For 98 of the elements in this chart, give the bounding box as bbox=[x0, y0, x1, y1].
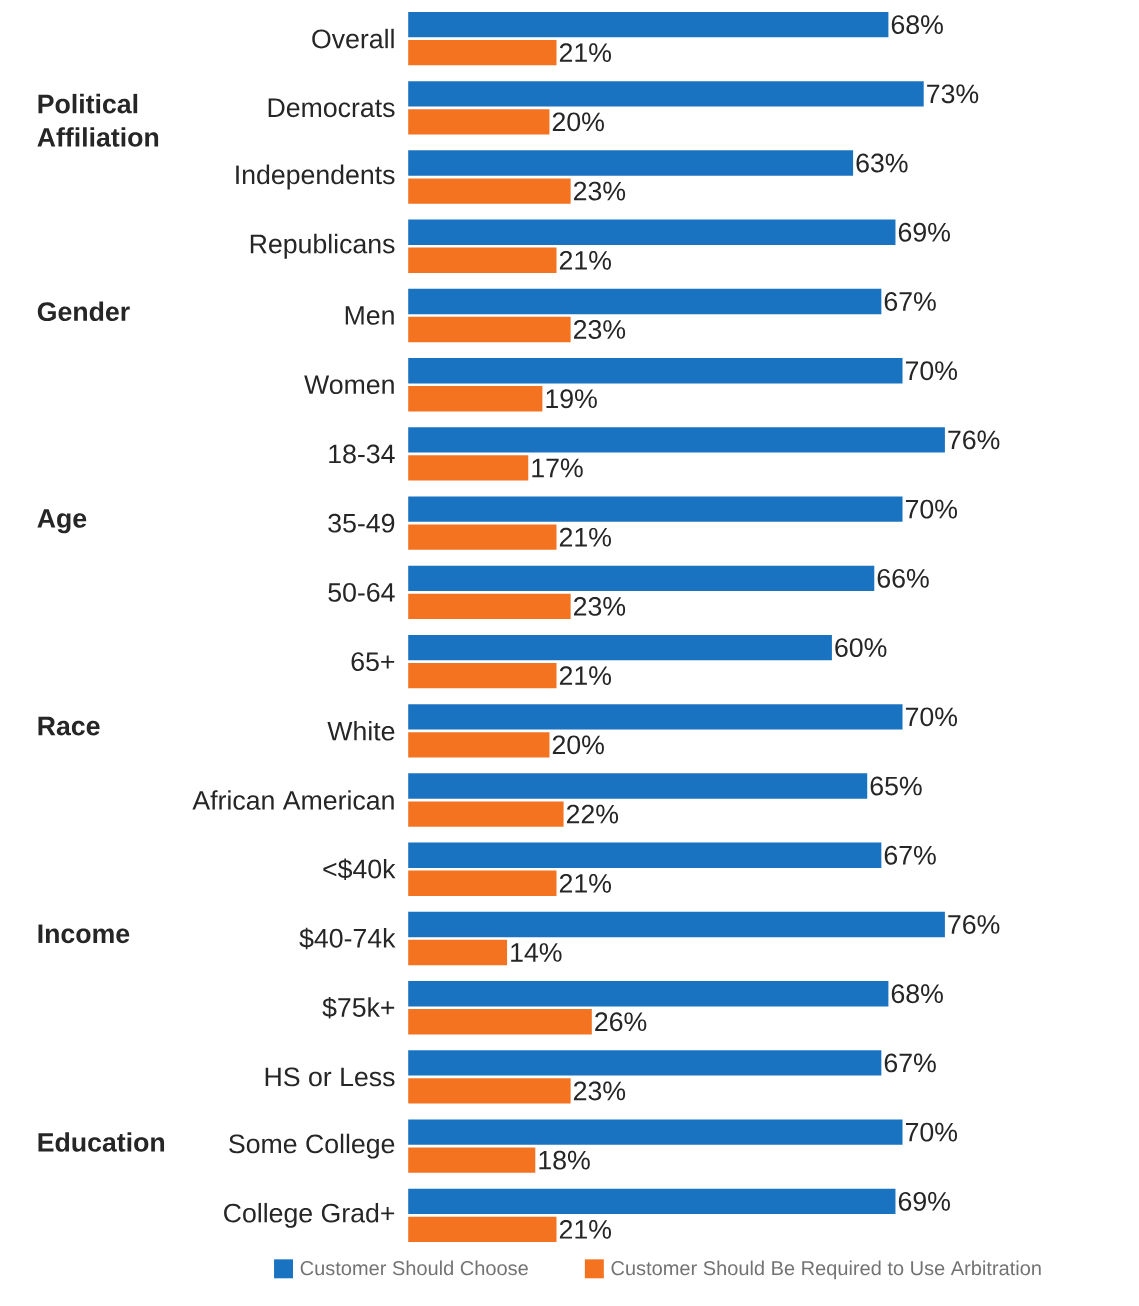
bar bbox=[408, 634, 832, 661]
data-label: 66% bbox=[877, 568, 929, 588]
bar bbox=[408, 911, 945, 938]
y-tick-label: $40-74k bbox=[299, 927, 396, 950]
data-label: 23% bbox=[573, 320, 625, 339]
y-tick-label: White bbox=[327, 721, 395, 741]
data-label: 69% bbox=[898, 1191, 950, 1211]
bar bbox=[408, 773, 868, 799]
data-label: 23% bbox=[573, 1081, 625, 1101]
y-tick-label: <$40k bbox=[323, 858, 396, 881]
data-label: 21% bbox=[559, 527, 611, 547]
bar bbox=[408, 1009, 592, 1035]
bar bbox=[408, 219, 896, 245]
bar bbox=[408, 524, 557, 550]
data-label: 26% bbox=[595, 1012, 647, 1032]
bar bbox=[408, 870, 557, 896]
legend-label: Customer Should Be Required to Use Arbitration bbox=[611, 1260, 1041, 1280]
data-label: 73% bbox=[927, 84, 979, 104]
bar bbox=[408, 386, 543, 412]
bar bbox=[408, 981, 889, 1007]
data-label: 65% bbox=[870, 776, 922, 796]
data-label: 22% bbox=[566, 804, 618, 824]
data-label: 21% bbox=[559, 250, 611, 270]
bar bbox=[408, 1050, 882, 1076]
text: Income bbox=[38, 924, 130, 944]
bar bbox=[408, 1078, 571, 1104]
y-tick-label: College Grad+ bbox=[223, 1202, 394, 1228]
bar bbox=[408, 496, 903, 522]
data-label: 14% bbox=[511, 943, 562, 962]
y-tick-label: 35-49 bbox=[328, 513, 395, 533]
text: Race bbox=[38, 716, 100, 736]
y-tick-label: $75k+ bbox=[322, 996, 395, 1019]
bar bbox=[408, 11, 889, 38]
data-label: 20% bbox=[552, 112, 604, 132]
y-tick-label: HS or Less bbox=[265, 1067, 395, 1087]
bar bbox=[408, 732, 550, 758]
data-label: 69% bbox=[898, 222, 950, 242]
bar bbox=[408, 1147, 536, 1173]
y-tick-label: 65+ bbox=[351, 652, 395, 672]
data-label: 70% bbox=[905, 1122, 957, 1142]
y-tick-label: Overall bbox=[312, 28, 394, 49]
y-tick-label: Republicans bbox=[250, 233, 395, 259]
data-label: 67% bbox=[884, 845, 936, 865]
legend-label: Customer Should Choose bbox=[300, 1260, 528, 1276]
data-label: 17% bbox=[532, 458, 583, 478]
bar bbox=[408, 178, 571, 204]
y-tick-label: 50-64 bbox=[328, 582, 395, 602]
bar bbox=[408, 316, 571, 343]
data-label: 67% bbox=[884, 292, 936, 311]
data-label: 21% bbox=[559, 43, 611, 62]
data-label: 21% bbox=[559, 873, 611, 893]
data-label: 68% bbox=[891, 15, 943, 35]
text: Age bbox=[37, 509, 87, 534]
y-tick-label: Democrats bbox=[268, 98, 395, 118]
y-tick-label: Independents bbox=[236, 164, 395, 190]
bar bbox=[408, 427, 945, 453]
bar bbox=[408, 593, 571, 620]
bar bbox=[408, 842, 882, 868]
bar bbox=[408, 1119, 903, 1145]
bar bbox=[408, 662, 557, 689]
data-label: 70% bbox=[905, 361, 957, 381]
bar bbox=[408, 39, 557, 66]
bar bbox=[408, 704, 903, 730]
bar bbox=[408, 801, 564, 827]
y-tick-label: Some College bbox=[228, 1133, 395, 1159]
bar bbox=[408, 247, 557, 273]
y-tick-label: Women bbox=[304, 375, 394, 395]
bar bbox=[408, 150, 853, 176]
data-label: 23% bbox=[573, 181, 625, 201]
data-label: 68% bbox=[891, 984, 943, 1004]
bar bbox=[408, 455, 529, 481]
data-label: 21% bbox=[559, 1220, 611, 1239]
data-label: 76% bbox=[948, 430, 1000, 450]
bar bbox=[408, 1188, 896, 1215]
text: Gender bbox=[37, 301, 130, 322]
y-tick-label: 18-34 bbox=[329, 444, 395, 464]
text: Education bbox=[38, 1132, 164, 1152]
data-label: 63% bbox=[856, 153, 908, 173]
bar bbox=[408, 1216, 557, 1243]
bar bbox=[408, 565, 875, 592]
bar bbox=[408, 358, 903, 384]
bar bbox=[408, 288, 882, 315]
data-label: 70% bbox=[905, 707, 957, 727]
data-label: 70% bbox=[905, 499, 957, 519]
data-label: 18% bbox=[539, 1150, 590, 1170]
data-label: 19% bbox=[546, 389, 597, 409]
data-label: 20% bbox=[552, 735, 604, 755]
data-label: 23% bbox=[573, 596, 625, 616]
data-label: 67% bbox=[884, 1053, 936, 1073]
bar bbox=[408, 109, 550, 135]
text: Political Affiliation bbox=[37, 93, 158, 147]
bar bbox=[408, 81, 924, 107]
bar bbox=[408, 939, 507, 966]
y-tick-label: African American bbox=[192, 790, 394, 810]
data-label: 60% bbox=[835, 638, 887, 658]
y-tick-label: Men bbox=[345, 306, 394, 325]
data-label: 76% bbox=[948, 915, 1000, 934]
data-label: 21% bbox=[559, 666, 611, 685]
